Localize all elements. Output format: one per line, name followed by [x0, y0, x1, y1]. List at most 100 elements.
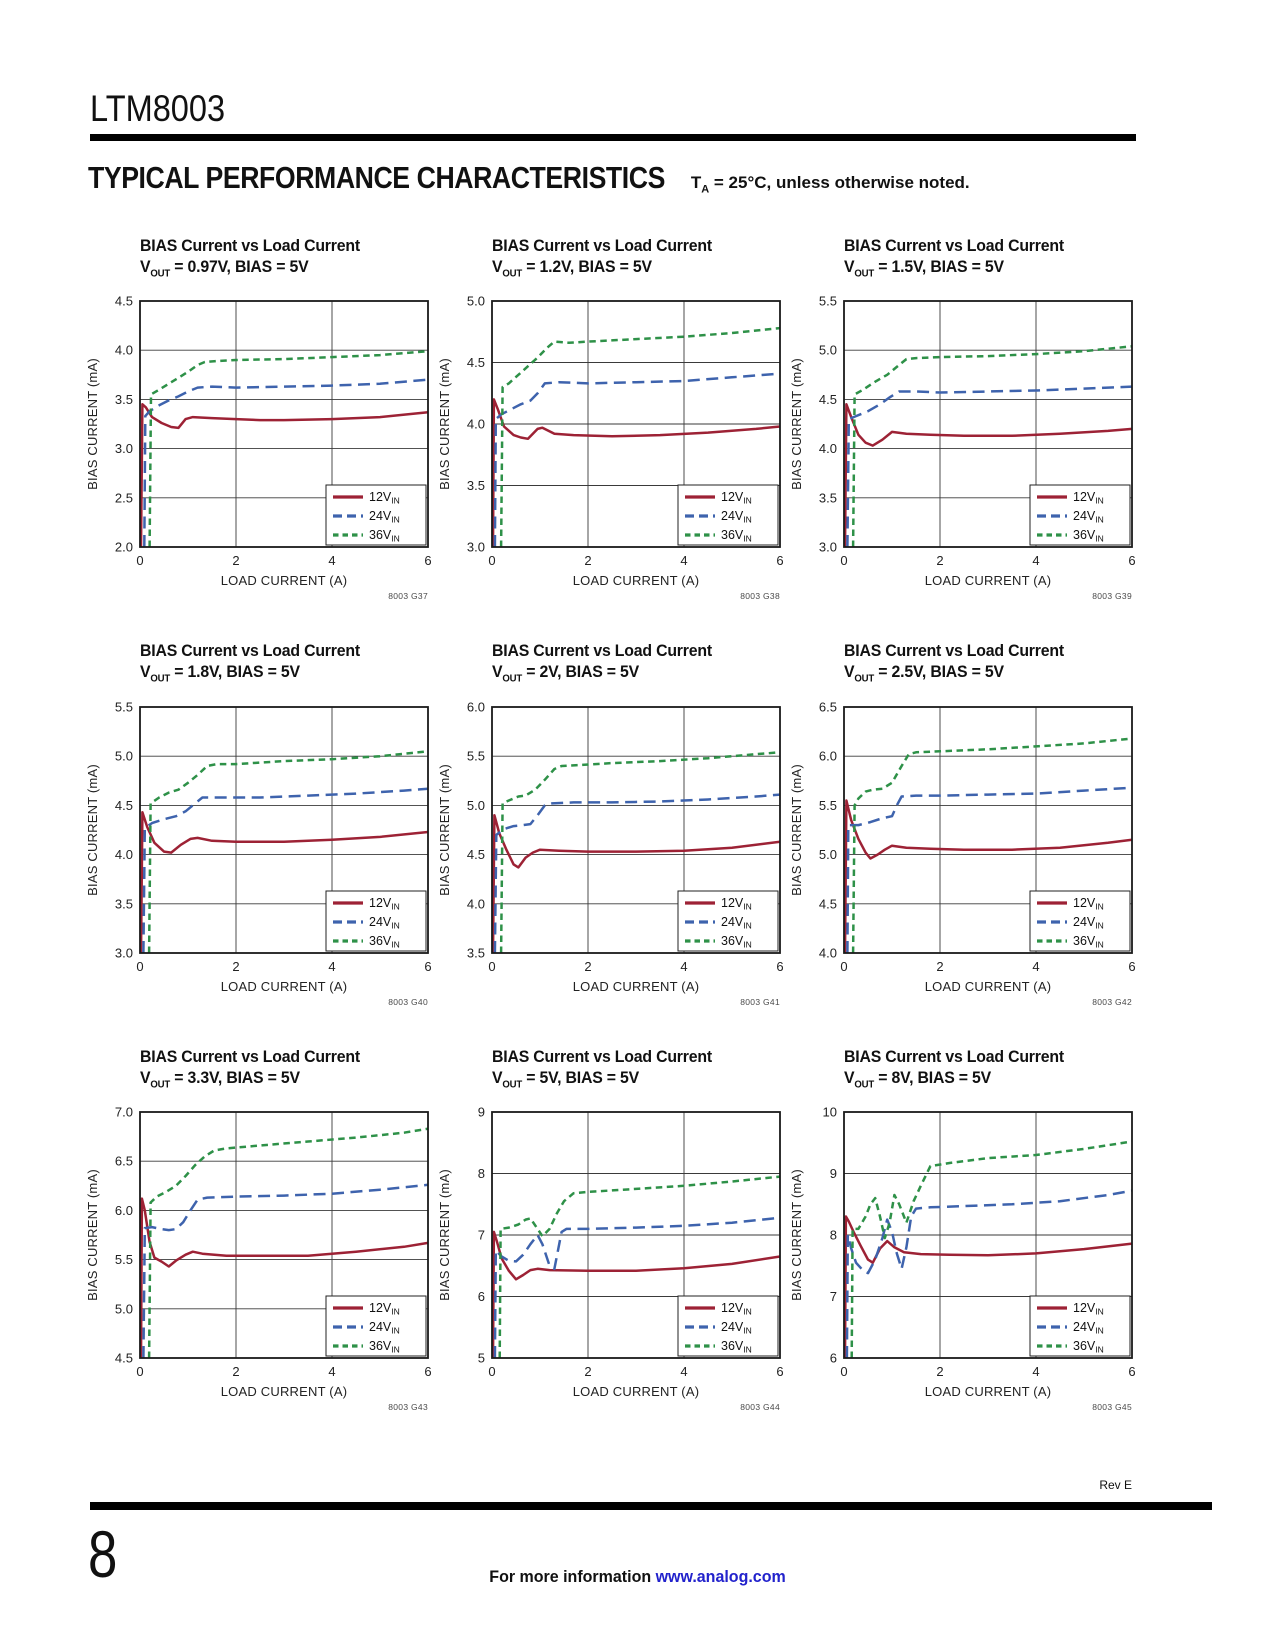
svg-text:4: 4 [328, 959, 335, 974]
svg-text:9: 9 [830, 1166, 837, 1181]
svg-text:6: 6 [776, 553, 783, 568]
condition-note: TA = 25°C, unless otherwise noted. [690, 173, 970, 196]
svg-text:12VIN: 12VIN [721, 1301, 752, 1317]
svg-text:12VIN: 12VIN [1073, 490, 1104, 506]
analog-link[interactable]: www.analog.com [655, 1568, 786, 1586]
chart-title: BIAS Current vs Load Current VOUT = 8V, B… [844, 1047, 1064, 1090]
svg-text:0: 0 [840, 553, 847, 568]
bias-vs-load-plot: 0 2 4 6 3.5 4.0 4.5 5.0 5.5 6.0 BIAS CURRENT (mA) 1… [437, 699, 784, 974]
figure-number: 8003 G45 [1092, 1401, 1132, 1412]
legend: 12VIN 24VIN 36VIN [1029, 484, 1131, 546]
svg-text:0: 0 [136, 553, 143, 568]
svg-text:2: 2 [232, 959, 239, 974]
svg-text:24VIN: 24VIN [1073, 509, 1104, 525]
series-24vin [142, 1183, 429, 1358]
footer-rule [90, 1502, 1212, 1510]
svg-text:4: 4 [680, 553, 687, 568]
tick-labels: 0 2 4 6 3.0 3.5 4.0 4.5 5.0 5.5 [115, 699, 432, 974]
x-axis-label: LOAD CURRENT (A) [924, 1383, 1052, 1399]
svg-text:9: 9 [478, 1104, 485, 1119]
x-axis-label: LOAD CURRENT (A) [572, 1383, 700, 1399]
series-36vin [851, 345, 1133, 548]
tick-labels: 0 2 4 6 6 7 8 9 10 [823, 1104, 1136, 1379]
footer-text: For more information [489, 1568, 656, 1586]
svg-text:12VIN: 12VIN [1073, 896, 1104, 912]
series-24vin [493, 1216, 781, 1358]
svg-text:3.5: 3.5 [467, 478, 485, 493]
svg-text:36VIN: 36VIN [1073, 528, 1104, 544]
bias-vs-load-plot: 0 2 4 6 6 7 8 9 10 BIAS CURRENT (mA) 12VIN 24VIN 36V… [789, 1104, 1136, 1379]
legend: 12VIN 24VIN 36VIN [1029, 890, 1131, 952]
figure-number: 8003 G44 [740, 1401, 780, 1412]
y-axis-label: BIAS CURRENT (mA) [789, 1169, 804, 1301]
svg-text:4: 4 [1032, 1364, 1039, 1379]
x-axis-label: LOAD CURRENT (A) [220, 978, 348, 994]
svg-text:4.0: 4.0 [819, 441, 837, 456]
figure-number: 8003 G40 [388, 996, 428, 1007]
svg-text:24VIN: 24VIN [721, 1320, 752, 1336]
series-36vin [147, 749, 429, 953]
series-24vin [142, 787, 429, 953]
tick-labels: 0 2 4 6 4.0 4.5 5.0 5.5 6.0 6.5 [819, 699, 1136, 974]
y-axis-label: BIAS CURRENT (mA) [437, 358, 452, 490]
svg-text:6.0: 6.0 [467, 699, 485, 714]
svg-text:36VIN: 36VIN [369, 934, 400, 950]
svg-text:8: 8 [830, 1227, 837, 1242]
tick-labels: 0 2 4 6 3.0 3.5 4.0 4.5 5.0 5.5 [819, 294, 1136, 569]
svg-text:4.5: 4.5 [115, 294, 133, 309]
legend: 12VIN 24VIN 36VIN [325, 484, 427, 546]
svg-text:0: 0 [136, 1364, 143, 1379]
svg-text:4: 4 [1032, 959, 1039, 974]
legend: 12VIN 24VIN 36VIN [325, 890, 427, 952]
svg-text:2: 2 [584, 1364, 591, 1379]
chart-title: BIAS Current vs Load Current VOUT = 1.2V,… [492, 237, 712, 280]
series-12vin [491, 398, 781, 548]
svg-text:3.0: 3.0 [467, 540, 485, 555]
plot-frame [843, 705, 1133, 954]
svg-text:12VIN: 12VIN [1073, 1301, 1104, 1317]
svg-text:3.0: 3.0 [115, 441, 133, 456]
svg-text:5.5: 5.5 [819, 797, 837, 812]
svg-text:7: 7 [478, 1227, 485, 1242]
legend: 12VIN 24VIN 36VIN [677, 484, 779, 546]
svg-text:4: 4 [680, 1364, 687, 1379]
chart-title: BIAS Current vs Load Current VOUT = 0.97V… [140, 237, 360, 280]
bias-vs-load-plot: 0 2 4 6 3.0 3.5 4.0 4.5 5.0 5.5 BIAS CURRENT (mA) 1… [789, 294, 1136, 569]
chart-vout-1p5v: BIAS Current vs Load Current VOUT = 1.5V,… [788, 236, 1140, 601]
bias-vs-load-plot: 0 2 4 6 3.0 3.5 4.0 4.5 5.0 5.5 BIAS CURRENT (mA) 1… [85, 699, 432, 974]
svg-text:12VIN: 12VIN [721, 896, 752, 912]
svg-text:0: 0 [488, 959, 495, 974]
y-axis-label: BIAS CURRENT (mA) [85, 358, 100, 490]
series-36vin [850, 1140, 1133, 1358]
svg-text:5.5: 5.5 [115, 1252, 133, 1267]
svg-text:6: 6 [478, 1289, 485, 1304]
svg-text:3.5: 3.5 [115, 896, 133, 911]
y-axis-label: BIAS CURRENT (mA) [789, 764, 804, 896]
y-axis-label: BIAS CURRENT (mA) [437, 764, 452, 896]
figure-number: 8003 G38 [740, 591, 780, 602]
y-axis-label: BIAS CURRENT (mA) [437, 1169, 452, 1301]
svg-text:4.0: 4.0 [115, 343, 133, 358]
svg-text:24VIN: 24VIN [1073, 1320, 1104, 1336]
bias-vs-load-plot: 0 2 4 6 5 6 7 8 9 BIAS CURRENT (mA) 12VIN 24VIN 36VI… [437, 1104, 784, 1379]
series-12vin [139, 1197, 429, 1358]
series-12vin [843, 1215, 1133, 1358]
chart-title: BIAS Current vs Load Current VOUT = 5V, B… [492, 1047, 712, 1090]
svg-text:4.5: 4.5 [467, 355, 485, 370]
svg-text:24VIN: 24VIN [369, 509, 400, 525]
svg-text:6.0: 6.0 [819, 748, 837, 763]
svg-text:6: 6 [776, 959, 783, 974]
svg-text:4.0: 4.0 [115, 847, 133, 862]
tick-labels: 0 2 4 6 5 6 7 8 9 [478, 1104, 784, 1379]
x-axis-label: LOAD CURRENT (A) [572, 978, 700, 994]
series-24vin [846, 385, 1133, 548]
tick-labels: 0 2 4 6 3.0 3.5 4.0 4.5 5.0 [467, 294, 784, 569]
svg-text:5.5: 5.5 [467, 748, 485, 763]
svg-text:7: 7 [830, 1289, 837, 1304]
svg-text:4.5: 4.5 [467, 847, 485, 862]
chart-vout-1p2v: BIAS Current vs Load Current VOUT = 1.2V,… [436, 236, 788, 601]
svg-text:24VIN: 24VIN [721, 509, 752, 525]
svg-text:3.5: 3.5 [115, 392, 133, 407]
chart-title: BIAS Current vs Load Current VOUT = 2.5V,… [844, 642, 1064, 685]
